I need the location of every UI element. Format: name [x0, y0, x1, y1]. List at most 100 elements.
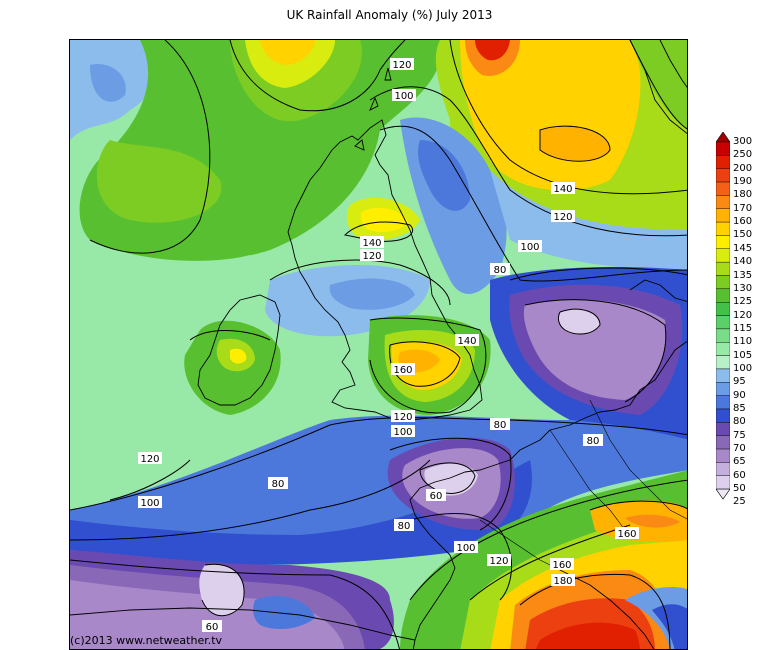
legend-label: 110: [733, 336, 753, 348]
color-legend: [716, 132, 730, 500]
legend-swatch: [716, 435, 730, 450]
legend-swatch: [716, 355, 730, 370]
contour-lines: [70, 40, 687, 649]
contour-label: 100: [518, 240, 542, 253]
anomaly-fill-160-ne: [540, 126, 610, 162]
legend-swatch: [716, 382, 730, 396]
svg-text:140: 140: [362, 238, 381, 249]
contour-label: 140: [551, 182, 575, 195]
svg-text:100: 100: [393, 427, 412, 438]
svg-text:120: 120: [393, 412, 412, 423]
svg-text:100: 100: [520, 242, 539, 253]
legend-swatch: [716, 448, 730, 463]
svg-text:120: 120: [362, 251, 381, 262]
legend-swatch: [716, 475, 730, 490]
contour-label: 60: [202, 620, 222, 633]
contour-label: 120: [360, 249, 384, 262]
contour-labels: 120 100 140 140 120 100 80 120 140 160 1…: [138, 58, 639, 633]
svg-text:180: 180: [553, 576, 572, 587]
legend-label: 120: [733, 309, 753, 321]
legend-swatch: [716, 395, 730, 410]
legend-label: 300: [733, 136, 753, 147]
legend-swatch: [716, 141, 730, 156]
legend-swatch: [716, 168, 730, 183]
anomaly-fill-50-continent: [558, 309, 600, 335]
legend-swatch: [716, 248, 730, 263]
anomaly-fill-50-sw: [199, 564, 245, 616]
legend-swatch: [716, 261, 730, 276]
svg-text:120: 120: [140, 454, 159, 465]
contour-label: 100: [454, 541, 478, 554]
contour-label: 140: [360, 236, 384, 249]
contour-label: 160: [391, 363, 415, 376]
anomaly-fill-65-sw: [70, 580, 345, 649]
svg-text:140: 140: [457, 336, 476, 347]
map-canvas: 120 100 140 140 120 100 80 120 140 160 1…: [70, 40, 687, 649]
contour-label: 160: [550, 558, 574, 571]
legend-label: 70: [733, 443, 746, 455]
legend-swatch: [716, 342, 730, 356]
svg-text:60: 60: [430, 491, 443, 502]
legend-label: 170: [733, 202, 753, 214]
legend-label: 105: [733, 349, 753, 361]
legend-label: 125: [733, 296, 753, 308]
legend-swatch: [716, 301, 730, 316]
contour-label: 80: [268, 477, 288, 490]
contour-label: 120: [487, 554, 511, 567]
legend-swatch: [716, 195, 730, 209]
anomaly-fill-200-se: [535, 622, 640, 649]
contour-label: 80: [583, 434, 603, 447]
contour-label: 120: [138, 452, 162, 465]
legend-label: 75: [733, 429, 746, 441]
anomaly-fill-130-north: [96, 140, 222, 223]
svg-text:120: 120: [392, 60, 411, 71]
legend-swatch: [716, 235, 730, 249]
contour-label: 60: [426, 489, 446, 502]
svg-text:160: 160: [617, 529, 636, 540]
legend-label: 250: [733, 149, 753, 161]
legend-swatch: [716, 315, 730, 330]
legend-label: 90: [733, 389, 746, 401]
legend-label: 140: [733, 256, 753, 268]
svg-text:160: 160: [552, 560, 571, 571]
anomaly-fill-80-channel: [70, 460, 532, 565]
rainfall-anomaly-map: 120 100 140 140 120 100 80 120 140 160 1…: [69, 39, 688, 650]
legend-swatch: [716, 368, 730, 383]
legend-label: 85: [733, 403, 746, 414]
svg-text:80: 80: [494, 265, 507, 276]
anomaly-fill-145-ireland: [230, 348, 247, 364]
contour-label: 100: [392, 89, 416, 102]
anomaly-fill-145-scotland: [360, 207, 408, 232]
contour-label: 120: [391, 410, 415, 423]
legend-label: 80: [733, 416, 746, 428]
legend-label: 25: [733, 496, 746, 508]
anomaly-fill-85-northsea: [418, 140, 470, 211]
legend-label: 115: [733, 322, 753, 334]
legend-label: 130: [733, 282, 753, 294]
svg-text:80: 80: [398, 521, 411, 532]
legend-label: 150: [733, 229, 753, 241]
svg-text:160: 160: [393, 365, 412, 376]
svg-text:100: 100: [394, 91, 413, 102]
legend-swatch: [716, 422, 730, 436]
contour-label: 160: [615, 527, 639, 540]
legend-label: 180: [733, 189, 753, 201]
contour-label: 80: [490, 263, 510, 276]
anomaly-fill-65-continent: [523, 299, 666, 400]
contour-label: 120: [390, 58, 414, 71]
legend-label: 200: [733, 162, 753, 174]
legend-label: 60: [733, 469, 746, 481]
legend-swatch: [716, 328, 730, 343]
legend-label: 95: [733, 376, 746, 388]
svg-text:80: 80: [272, 479, 285, 490]
copyright-notice: (c)2013 www.netweather.tv: [70, 634, 223, 647]
legend-swatch: [716, 208, 730, 223]
anomaly-fill-low-nw-core: [90, 64, 126, 102]
anomaly-fill-150-top: [260, 40, 315, 65]
map-title: UK Rainfall Anomaly (%) July 2013: [286, 8, 493, 22]
anomaly-fill-105-atlantic: [70, 240, 290, 510]
anomaly-fill-200-ne: [475, 40, 510, 61]
anomaly-fill-80-se-edge: [652, 604, 687, 649]
svg-text:100: 100: [140, 498, 159, 509]
anomaly-fill-130-ne-edge: [630, 40, 687, 129]
